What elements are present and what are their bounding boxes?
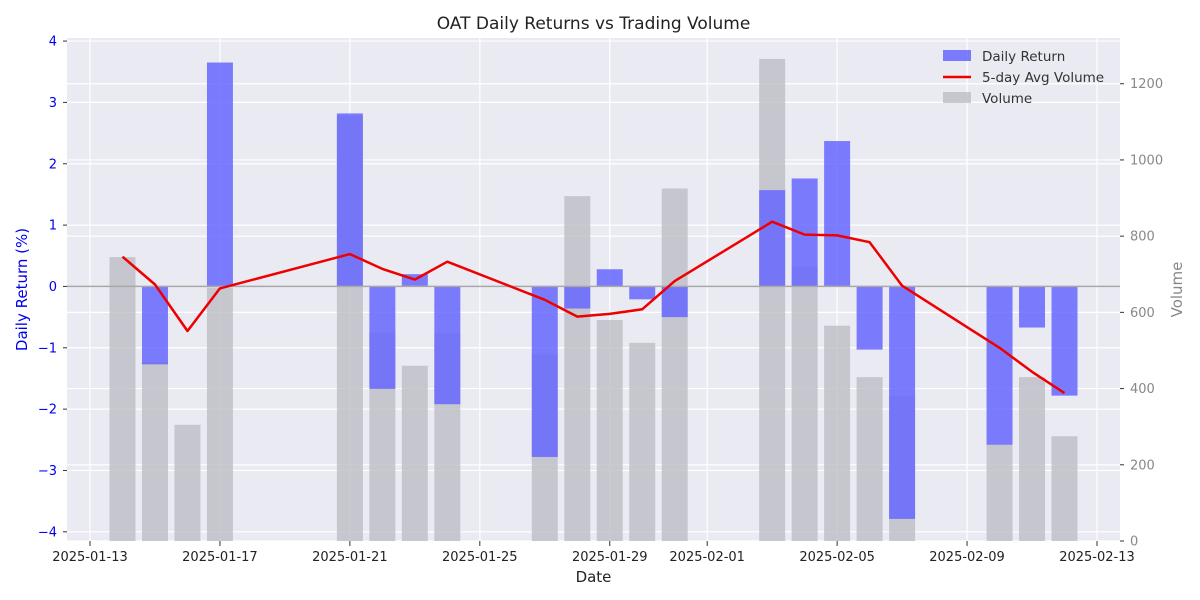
legend-label-avg-volume: 5-day Avg Volume xyxy=(982,70,1104,86)
plot-background xyxy=(67,38,1120,541)
grid-layer xyxy=(67,38,1120,542)
y2-tick-label: 0 xyxy=(1130,535,1138,550)
volume-bar xyxy=(661,188,688,542)
x-tick-label: 2025-01-25 xyxy=(442,550,518,565)
return-bar xyxy=(629,286,656,300)
legend-swatch-daily-return xyxy=(943,50,971,61)
volume-bar xyxy=(629,342,656,541)
volume-bar xyxy=(791,266,818,541)
x-axis-title: Date xyxy=(576,568,612,586)
y2-tick-label: 200 xyxy=(1130,458,1155,473)
return-bar xyxy=(986,286,1013,445)
legend: Daily Return 5-day Avg Volume Volume xyxy=(943,49,1104,107)
volume-bars xyxy=(109,58,1078,542)
y-tick-label: −1 xyxy=(38,341,57,356)
y2-tick-label: 1200 xyxy=(1130,77,1163,92)
y2-axis-title: Volume xyxy=(1168,262,1186,318)
return-bar xyxy=(1019,286,1046,328)
y-axis-title: Daily Return (%) xyxy=(13,228,31,351)
return-bar xyxy=(791,178,818,287)
x-tick-label: 2025-01-17 xyxy=(182,550,258,565)
y-tick-label: 2 xyxy=(49,157,57,172)
legend-label-volume: Volume xyxy=(982,91,1032,107)
volume-bar xyxy=(109,257,136,541)
avg-volume-line xyxy=(121,220,1066,395)
y-tick-label: 3 xyxy=(49,96,57,111)
x-tick-label: 2025-01-29 xyxy=(572,550,648,565)
y-tick-label: 1 xyxy=(49,219,57,234)
volume-bar xyxy=(401,365,428,541)
y2-tick-label: 1000 xyxy=(1130,153,1163,168)
axis-layer: −4 −3 −2 −1 0 1 2 3 4 0 200 400 600 800 1000 1200 2025-0… xyxy=(38,35,1163,565)
x-tick-label: 2025-02-01 xyxy=(669,550,745,565)
y-tick-label: 4 xyxy=(49,35,57,50)
legend-label-daily-return: Daily Return xyxy=(982,49,1065,65)
chart-title: OAT Daily Returns vs Trading Volume xyxy=(437,14,751,34)
return-bar xyxy=(596,269,623,287)
return-bar xyxy=(759,190,786,287)
x-tick-label: 2025-02-13 xyxy=(1059,550,1135,565)
x-tick-label: 2025-02-05 xyxy=(799,550,875,565)
return-bar xyxy=(889,286,916,519)
y2-tick-label: 400 xyxy=(1130,382,1155,397)
y2-tick-label: 600 xyxy=(1130,306,1155,321)
return-bar xyxy=(824,141,851,287)
return-bars xyxy=(109,62,1078,519)
y2-tick-label: 800 xyxy=(1130,230,1155,245)
volume-bar xyxy=(824,325,851,541)
x-tick-label: 2025-02-09 xyxy=(929,550,1005,565)
return-bar xyxy=(369,286,396,389)
y-tick-label: −2 xyxy=(38,403,57,418)
legend-swatch-volume xyxy=(943,92,971,103)
volume-bar xyxy=(564,196,591,542)
volume-bar xyxy=(206,287,233,541)
volume-bar xyxy=(986,443,1013,541)
y-tick-label: −4 xyxy=(38,525,57,540)
volume-bar xyxy=(1019,377,1046,541)
avg-volume-line-group xyxy=(121,220,1066,395)
return-bar xyxy=(206,62,233,287)
volume-bar xyxy=(141,361,168,541)
return-bar xyxy=(661,286,688,318)
return-bar xyxy=(856,286,883,350)
volume-bar xyxy=(596,319,623,541)
return-bar xyxy=(336,113,363,287)
return-bar xyxy=(1051,286,1078,396)
y-tick-label: −3 xyxy=(38,464,57,479)
x-tick-label: 2025-01-21 xyxy=(312,550,388,565)
volume-bar xyxy=(1051,436,1078,541)
volume-bar xyxy=(174,424,201,541)
volume-bar xyxy=(759,58,786,541)
return-bar xyxy=(141,286,168,365)
return-bar xyxy=(564,286,591,309)
y-tick-label: 0 xyxy=(49,280,57,295)
return-bar xyxy=(434,286,461,405)
x-tick-label: 2025-01-13 xyxy=(52,550,128,565)
volume-bar xyxy=(856,377,883,541)
return-bar xyxy=(531,286,558,457)
